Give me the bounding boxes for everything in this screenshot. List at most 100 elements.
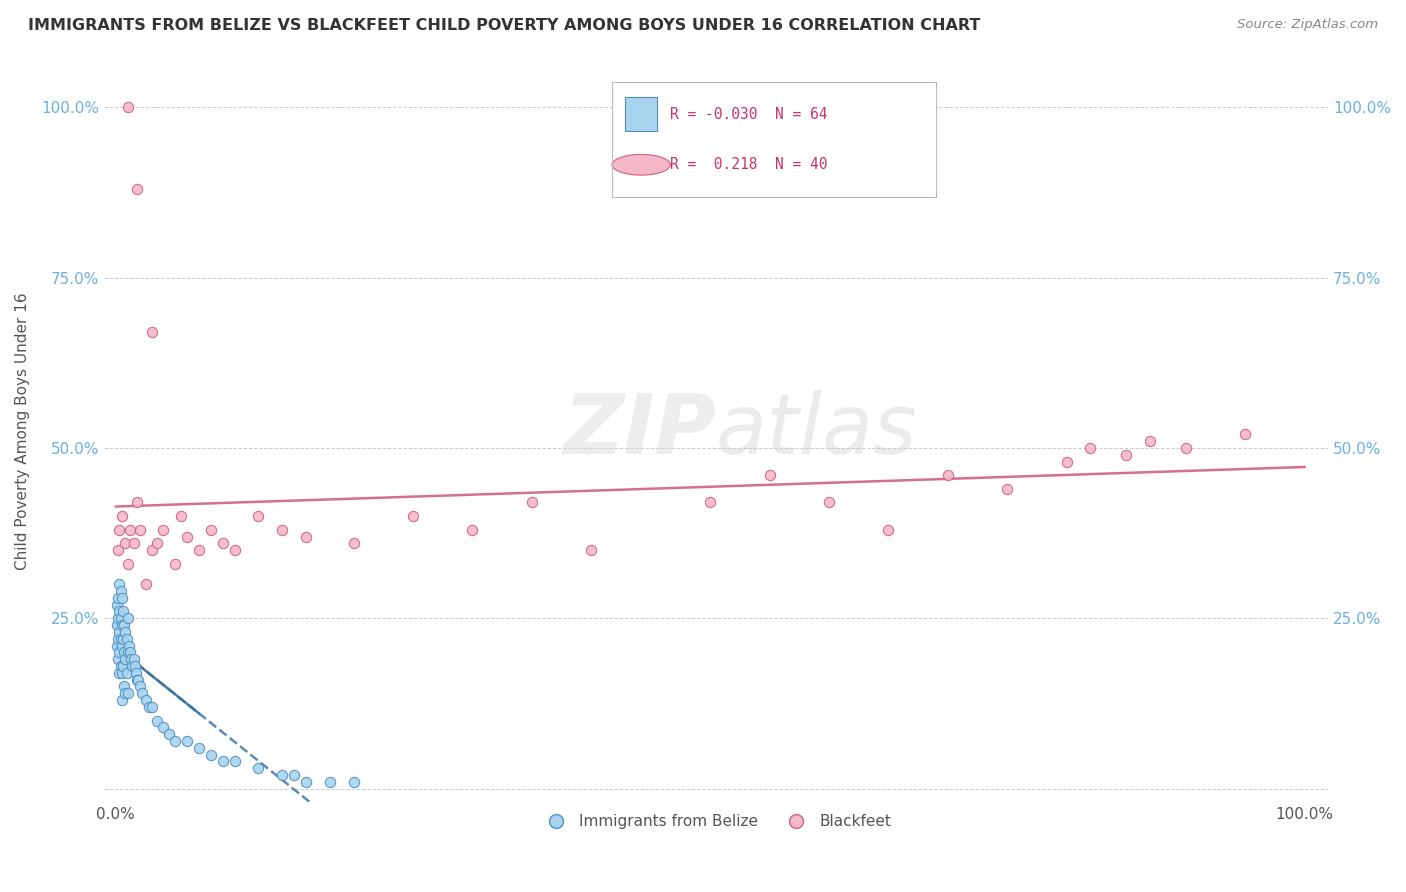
Point <box>107 632 129 646</box>
Point <box>146 536 169 550</box>
Point <box>124 659 146 673</box>
Point <box>111 665 134 680</box>
Point <box>120 523 142 537</box>
Point <box>170 509 193 524</box>
Point <box>200 747 222 762</box>
Point <box>122 652 145 666</box>
Point <box>165 734 187 748</box>
Point <box>188 543 211 558</box>
Point <box>176 530 198 544</box>
Point <box>108 577 131 591</box>
Text: IMMIGRANTS FROM BELIZE VS BLACKFEET CHILD POVERTY AMONG BOYS UNDER 16 CORRELATIO: IMMIGRANTS FROM BELIZE VS BLACKFEET CHIL… <box>28 18 980 33</box>
Point <box>141 543 163 558</box>
Point <box>271 768 294 782</box>
Point <box>108 645 131 659</box>
Point <box>122 536 145 550</box>
Point <box>118 639 141 653</box>
Point <box>110 584 132 599</box>
Point <box>995 482 1018 496</box>
Point <box>128 680 150 694</box>
Point <box>105 639 128 653</box>
Point <box>114 536 136 550</box>
Point <box>112 645 135 659</box>
Point <box>115 632 138 646</box>
Point <box>105 618 128 632</box>
Point <box>758 468 780 483</box>
Point <box>1233 427 1256 442</box>
Point <box>121 659 143 673</box>
Point <box>114 652 136 666</box>
Point <box>125 665 148 680</box>
Point <box>1115 448 1137 462</box>
Point <box>111 509 134 524</box>
Point <box>271 523 294 537</box>
Point <box>295 774 318 789</box>
Point <box>111 639 134 653</box>
Point <box>112 618 135 632</box>
Point <box>117 686 139 700</box>
Point <box>283 768 305 782</box>
Point <box>152 720 174 734</box>
Point <box>1080 441 1102 455</box>
Point <box>111 618 134 632</box>
Point <box>111 591 134 605</box>
Point <box>108 665 131 680</box>
Point <box>111 632 134 646</box>
Point <box>247 761 270 775</box>
Y-axis label: Child Poverty Among Boys Under 16: Child Poverty Among Boys Under 16 <box>15 292 30 570</box>
Point <box>114 686 136 700</box>
Point <box>1174 441 1197 455</box>
Point <box>111 605 134 619</box>
Point <box>108 624 131 639</box>
Point <box>117 100 139 114</box>
Point <box>581 543 603 558</box>
Point <box>117 611 139 625</box>
Point <box>520 495 543 509</box>
Point <box>127 182 149 196</box>
Point <box>247 509 270 524</box>
Point <box>146 714 169 728</box>
Point <box>818 495 841 509</box>
Point <box>107 611 129 625</box>
Point <box>224 543 246 558</box>
Point <box>135 693 157 707</box>
Point <box>127 673 149 687</box>
Point <box>319 774 342 789</box>
Point <box>108 523 131 537</box>
Point <box>402 509 425 524</box>
Point <box>699 495 721 509</box>
Point <box>342 536 364 550</box>
Point <box>135 577 157 591</box>
Text: ZIP: ZIP <box>564 391 716 472</box>
Point <box>936 468 959 483</box>
Point <box>128 523 150 537</box>
Point <box>117 557 139 571</box>
Point <box>110 632 132 646</box>
Point <box>110 659 132 673</box>
Point <box>117 645 139 659</box>
Legend: Immigrants from Belize, Blackfeet: Immigrants from Belize, Blackfeet <box>534 808 897 836</box>
Point <box>108 605 131 619</box>
Point <box>112 680 135 694</box>
Point <box>105 598 128 612</box>
Point <box>107 591 129 605</box>
Point <box>141 325 163 339</box>
Point <box>224 755 246 769</box>
Point <box>342 774 364 789</box>
Point <box>461 523 484 537</box>
Point <box>1056 454 1078 468</box>
Point <box>131 686 153 700</box>
Point <box>114 624 136 639</box>
Point <box>111 659 134 673</box>
Point <box>188 740 211 755</box>
Point <box>877 523 900 537</box>
Point <box>127 495 149 509</box>
Point <box>295 530 318 544</box>
Point <box>1139 434 1161 449</box>
Point <box>107 652 129 666</box>
Point <box>138 699 160 714</box>
Point <box>115 665 138 680</box>
Text: Source: ZipAtlas.com: Source: ZipAtlas.com <box>1237 18 1378 31</box>
Point <box>120 645 142 659</box>
Point <box>200 523 222 537</box>
